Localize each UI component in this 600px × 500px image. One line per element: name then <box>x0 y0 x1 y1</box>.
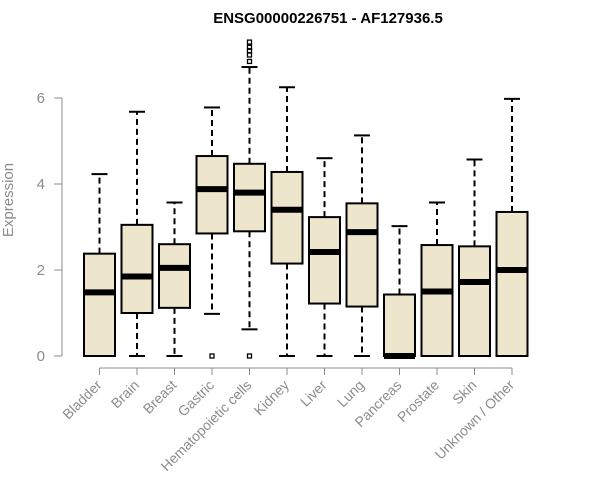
outlier-point <box>246 58 253 65</box>
x-tick-label: Lung <box>334 377 367 410</box>
x-tick-label: Skin <box>449 377 480 408</box>
box-iqr <box>83 252 116 357</box>
x-tick-label: Brain <box>108 377 142 411</box>
y-axis-label: Expression <box>0 163 17 237</box>
box-group <box>495 97 529 357</box>
box-iqr <box>270 170 304 265</box>
box-group <box>383 225 416 359</box>
box-group <box>308 157 341 357</box>
box-iqr <box>158 243 191 309</box>
x-tick-label: Kidney <box>251 377 293 419</box>
x-tick-label: Breast <box>140 377 180 417</box>
box-group <box>458 158 491 358</box>
box-iqr <box>195 155 229 235</box>
box-iqr <box>233 162 266 233</box>
outlier-point <box>246 39 253 45</box>
y-tick-label: 4 <box>37 176 45 193</box>
box-iqr <box>458 245 491 358</box>
box-group <box>420 201 454 357</box>
y-axis: 0 2 4 6 <box>37 90 63 365</box>
box-iqr <box>120 223 154 315</box>
box-iqr <box>383 293 416 358</box>
box-iqr <box>420 244 454 357</box>
box-iqr <box>308 216 341 305</box>
outlier-point <box>246 52 253 58</box>
outlier-point <box>209 353 215 359</box>
box-group <box>345 134 379 357</box>
chart-title: ENSG00000226751 - AF127936.5 <box>213 10 443 27</box>
y-tick-label: 0 <box>37 348 45 365</box>
x-tick-label: Liver <box>297 377 330 410</box>
outlier-point <box>246 353 253 359</box>
y-tick-label: 2 <box>37 262 45 279</box>
box-group <box>233 39 266 359</box>
outlier-point <box>246 44 253 50</box>
box-iqr <box>345 202 379 308</box>
boxes-group <box>83 39 529 359</box>
box-group <box>158 201 191 357</box>
y-tick-label: 6 <box>37 90 45 107</box>
x-tick-label: Bladder <box>59 377 105 423</box>
box-group <box>120 110 154 357</box>
x-tick-label: Prostate <box>394 377 442 425</box>
box-group <box>270 86 304 357</box>
box-group <box>83 173 116 357</box>
box-iqr <box>495 210 529 357</box>
box-group <box>195 106 229 359</box>
